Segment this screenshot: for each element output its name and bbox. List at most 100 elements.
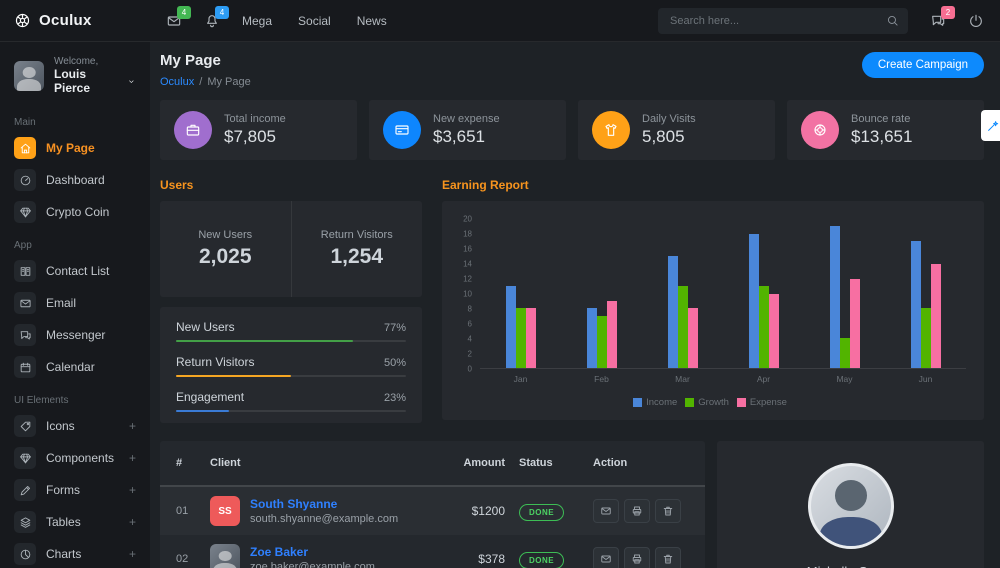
bar-expense-mar — [687, 308, 698, 368]
y-tick-label: 14 — [463, 259, 472, 269]
sidebar-item-charts[interactable]: Charts + — [0, 538, 150, 568]
home-icon — [19, 142, 32, 155]
progress-row: Engagement 23% — [176, 390, 406, 412]
sidebar-item-contact-list[interactable]: Contact List — [0, 255, 150, 287]
bar-growth-may — [839, 338, 850, 368]
progress-percent: 23% — [383, 392, 406, 404]
expand-plus-icon[interactable]: + — [128, 483, 136, 497]
shirt-icon — [592, 111, 630, 149]
breadcrumb-root[interactable]: Oculux — [160, 76, 195, 88]
summary-value: 1,254 — [330, 245, 384, 268]
legend-swatch — [736, 398, 746, 407]
progress-label: Return Visitors — [176, 355, 255, 369]
search-icon[interactable] — [886, 14, 899, 27]
chevron-down-icon — [127, 77, 136, 86]
stat-card-daily-visits: Daily Visits 5,805 — [578, 100, 775, 160]
legend-swatch — [633, 398, 643, 407]
sidebar-item-email[interactable]: Email — [0, 287, 150, 319]
mail-icon — [600, 553, 612, 565]
expand-plus-icon[interactable]: + — [128, 451, 136, 465]
y-tick-label: 8 — [467, 304, 472, 314]
x-tick-label: Jan — [513, 374, 528, 384]
progress-track — [176, 375, 406, 377]
delete-action-button[interactable] — [655, 547, 681, 568]
welcome-username: Louis Pierce — [54, 67, 91, 95]
bar-group-feb — [586, 219, 617, 368]
nav-link-news[interactable]: News — [356, 13, 387, 28]
stat-card-total-income: Total income $7,805 — [160, 100, 357, 160]
avatar — [807, 463, 894, 549]
table-header: # Client Amount Status Action — [160, 441, 705, 487]
print-action-button[interactable] — [624, 547, 650, 568]
sidebar-item-label: Tables — [46, 515, 81, 529]
sidebar-item-label: My Page — [46, 141, 95, 155]
bar-income-mar — [667, 256, 678, 368]
email-action-button[interactable] — [593, 499, 619, 523]
legend-swatch — [685, 398, 695, 407]
user-menu[interactable]: Welcome, Louis Pierce — [0, 42, 150, 105]
chat-button[interactable]: 2 — [930, 5, 955, 29]
theme-settings-button[interactable] — [981, 110, 1000, 141]
bar-group-jun — [910, 219, 941, 368]
users-section-title: Users — [160, 178, 194, 192]
expand-plus-icon[interactable]: + — [128, 515, 136, 529]
y-tick-label: 0 — [467, 364, 472, 374]
client-email: south.shyanne@example.com — [250, 513, 399, 525]
email-action-button[interactable] — [593, 547, 619, 568]
sidebar-item-tables[interactable]: Tables + — [0, 506, 150, 538]
magic-wand-icon — [986, 119, 1000, 133]
power-icon — [968, 13, 984, 29]
mail-button[interactable]: 4 — [166, 5, 191, 29]
stat-label: Total income — [224, 113, 286, 125]
gauge-icon — [19, 174, 32, 187]
nav-link-social[interactable]: Social — [298, 13, 331, 28]
print-action-button[interactable] — [624, 499, 650, 523]
pie-chart-icon — [19, 548, 32, 561]
sidebar-item-label: Messenger — [46, 328, 106, 342]
search-input[interactable] — [658, 7, 908, 34]
book-icon — [19, 265, 32, 278]
notifications-button[interactable]: 4 — [204, 5, 229, 29]
brand[interactable]: Oculux — [0, 0, 150, 42]
chart-legend: Income Growth Expense — [454, 397, 966, 408]
sidebar-item-label: Charts — [46, 547, 82, 561]
sidebar-item-dashboard[interactable]: Dashboard — [0, 164, 150, 196]
expand-plus-icon[interactable]: + — [128, 547, 136, 561]
row-number: 01 — [176, 505, 189, 517]
progress-percent: 50% — [383, 357, 406, 369]
client-name-link[interactable]: Zoe Baker — [250, 545, 309, 559]
sidebar-item-my-page[interactable]: My Page — [0, 132, 150, 164]
create-campaign-button[interactable]: Create Campaign — [861, 52, 984, 78]
sidebar-item-label: Components — [46, 451, 115, 465]
avatar — [14, 60, 44, 91]
client-name-link[interactable]: South Shyanne — [250, 497, 338, 511]
sidebar-item-messenger[interactable]: Messenger — [0, 319, 150, 351]
col-header-client: Client — [210, 457, 241, 469]
avatar: SS — [210, 496, 240, 526]
legend-label: Growth — [698, 397, 729, 408]
users-progress-card: New Users 77% Return Visitors 50% Engage… — [160, 307, 422, 423]
sidebar-section-main: Main — [14, 117, 36, 128]
sidebar-item-crypto-coin[interactable]: Crypto Coin — [0, 196, 150, 228]
chart-y-axis: 0 2 4 6 8 10 12 14 16 18 20 — [454, 215, 480, 374]
bar-income-jun — [910, 241, 921, 368]
bar-growth-feb — [596, 315, 607, 368]
sidebar-item-forms[interactable]: Forms + — [0, 474, 150, 506]
expand-plus-icon[interactable]: + — [128, 419, 136, 433]
sidebar-item-icons[interactable]: Icons + — [0, 410, 150, 442]
progress-track — [176, 340, 406, 342]
sidebar-item-label: Email — [46, 296, 77, 310]
sidebar-item-components[interactable]: Components + — [0, 442, 150, 474]
sidebar-item-calendar[interactable]: Calendar — [0, 351, 150, 383]
status-badge: DONE — [519, 551, 565, 568]
delete-action-button[interactable] — [655, 499, 681, 523]
gem-icon — [19, 452, 32, 465]
stat-value: $13,651 — [851, 127, 913, 146]
summary-label: Return Visitors — [320, 229, 393, 241]
client-email: zoe.baker@example.com — [250, 561, 375, 568]
logout-button[interactable] — [968, 13, 984, 29]
x-tick-label: Feb — [594, 374, 609, 384]
amount-cell: $378 — [478, 552, 505, 566]
stat-value: $3,651 — [433, 127, 485, 146]
nav-link-mega[interactable]: Mega — [242, 13, 273, 28]
